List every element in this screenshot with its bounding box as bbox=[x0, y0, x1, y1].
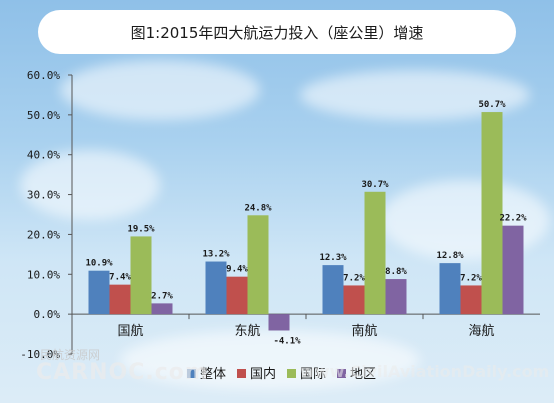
legend-swatch bbox=[237, 369, 246, 378]
data-label: 50.7% bbox=[478, 100, 506, 110]
chart-title: 图1:2015年四大航运力投入（座公里）增速 bbox=[130, 23, 424, 42]
y-tick-label: 0.0% bbox=[34, 308, 61, 321]
bar-地区-南航 bbox=[385, 279, 407, 315]
bar-国际-国航 bbox=[130, 236, 152, 315]
legend-swatch bbox=[187, 369, 196, 378]
data-label: 9.4% bbox=[226, 265, 248, 275]
bar-国际-海航 bbox=[481, 112, 503, 315]
data-label: 19.5% bbox=[127, 224, 155, 234]
data-label: 7.2% bbox=[343, 273, 365, 283]
legend-label: 国内 bbox=[250, 366, 276, 382]
x-category-label: 南航 bbox=[351, 323, 377, 339]
bar-国内-国航 bbox=[109, 284, 131, 315]
bar-地区-国航 bbox=[151, 303, 173, 315]
legend-swatch bbox=[337, 369, 346, 378]
legend-label: 地区 bbox=[350, 367, 376, 382]
x-category-label: 海航 bbox=[468, 323, 494, 339]
watermark-cn: 民航资源网 bbox=[40, 348, 101, 362]
bar-国际-东航 bbox=[247, 215, 269, 315]
y-tick-label: 50.0% bbox=[27, 109, 60, 122]
bar-国内-海航 bbox=[460, 285, 482, 315]
legend-label: 国际 bbox=[300, 367, 326, 382]
data-label: 7.2% bbox=[460, 273, 482, 283]
bar-地区-海航 bbox=[502, 225, 524, 315]
data-label: 2.7% bbox=[151, 291, 173, 301]
data-label: 10.9% bbox=[85, 259, 113, 269]
bar-国际-南航 bbox=[364, 191, 386, 315]
y-tick-label: 30.0% bbox=[27, 189, 60, 202]
data-label: 12.8% bbox=[436, 251, 464, 261]
bar-整体-南航 bbox=[322, 265, 344, 315]
bar-整体-海航 bbox=[439, 263, 461, 315]
legend-swatch bbox=[287, 369, 296, 378]
data-label: 7.4% bbox=[109, 273, 131, 283]
data-label: 30.7% bbox=[361, 180, 389, 190]
data-label: -4.1% bbox=[273, 336, 301, 346]
bar-国内-南航 bbox=[343, 285, 365, 315]
watermark-site: www.CivilAviationDaily.com bbox=[300, 362, 550, 381]
data-label: 13.2% bbox=[202, 250, 230, 260]
y-tick-label: 10.0% bbox=[27, 268, 60, 281]
data-label: 22.2% bbox=[499, 214, 527, 224]
y-tick-label: 40.0% bbox=[27, 149, 60, 162]
y-tick-label: 20.0% bbox=[27, 228, 60, 241]
data-label: 12.3% bbox=[319, 253, 347, 263]
bar-整体-国航 bbox=[88, 270, 110, 315]
data-label: 8.8% bbox=[385, 267, 407, 277]
legend-label: 整体 bbox=[200, 367, 226, 382]
chart-title-box: 图1:2015年四大航运力投入（座公里）增速 bbox=[38, 10, 516, 54]
bar-地区-东航 bbox=[268, 314, 290, 331]
x-category-label: 国航 bbox=[117, 323, 143, 339]
watermark-en: CARNOC.com bbox=[36, 360, 209, 385]
y-tick-label: -10.0% bbox=[20, 348, 60, 361]
y-tick-label: 60.0% bbox=[27, 69, 60, 82]
bar-整体-东航 bbox=[205, 261, 227, 315]
x-category-label: 东航 bbox=[234, 323, 260, 339]
data-label: 24.8% bbox=[244, 203, 272, 213]
bar-国内-东航 bbox=[226, 276, 248, 315]
